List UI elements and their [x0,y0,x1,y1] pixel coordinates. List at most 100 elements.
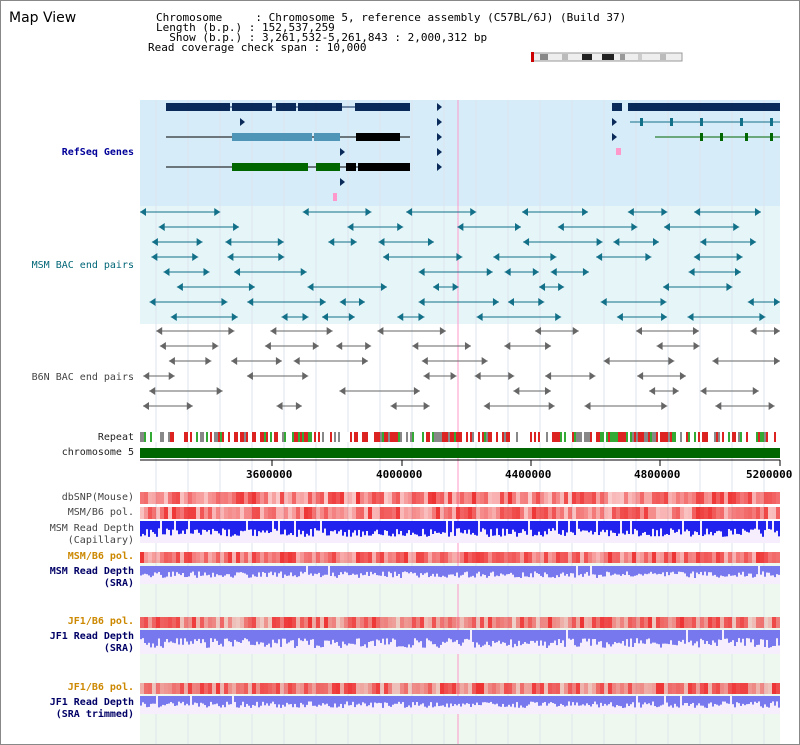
b6n-bac-end [752,387,759,395]
msm-depth-capillary-bar [496,521,498,529]
repeat-segment [536,432,538,442]
jf1-depth-sra-bar [224,630,226,639]
jf1-depth-sra-bar [188,630,190,645]
repeat-segment [648,432,650,442]
repeat-segment [316,432,318,442]
jf1-pol-trim-heat-cell [652,683,656,694]
msm-depth-sra-bar [332,566,334,573]
repeat-segment [384,432,386,442]
jf1-depth-sra-bar [216,630,218,641]
jf1-depth-trimmed-bar [578,696,580,706]
dbsnp-heat-cell [684,492,688,504]
repeat-segment [630,432,632,442]
msm-depth-capillary-bar [668,521,670,535]
jf1-depth-trimmed-bar [742,696,744,704]
jf1-depth-sra-bar [282,630,284,639]
jf1-pol-trim-heat-cell [296,683,300,694]
jf1-depth-trimmed-bar [244,696,246,707]
msm-depth-sra-bar [652,566,654,574]
msm-depth-sra-bar [402,566,404,573]
jf1-pol-trim-heat-cell [752,683,756,694]
jf1-depth-trimmed-bar [562,696,564,706]
msm-depth-capillary-bar [378,521,380,535]
jf1-depth-trimmed-bar [264,696,266,706]
msm-depth-capillary-bar [484,521,486,530]
jf1-depth-trimmed-bar [300,696,302,703]
dbsnp-heat-cell [328,492,332,504]
msm-pol-sra-heat-cell [452,552,456,563]
jf1-depth-sra-bar [604,630,606,648]
refseq-gene-arrow [340,148,345,156]
msm-depth-sra-bar [668,566,670,576]
repeat-segment [544,432,546,442]
jf1-pol-heat-cell [744,617,748,628]
jf1-pol-heat-cell [576,617,580,628]
jf1-depth-trimmed-bar [438,696,440,707]
msm-depth-sra-bar [242,566,244,573]
repeat-segment [364,432,366,442]
msm-bac-end [662,283,669,291]
repeat-segment [734,432,736,442]
jf1-depth-sra-bar [410,630,412,648]
track-label-msm-depth-capillary-sub: (Capillary) [67,535,134,546]
jf1-pol-heat-cell [608,617,612,628]
jf1-depth-trimmed-bar [252,696,254,705]
msm-depth-sra-bar [274,566,276,573]
jf1-pol-heat-cell [700,617,704,628]
refseq-gene-exon [740,118,743,126]
jf1-depth-trimmed-bar [770,696,772,703]
jf1-depth-sra-bar [198,630,200,639]
b6n-bac-end [326,327,333,335]
b6n-bac-end [302,372,309,380]
msm-pol-sra-heat-cell [340,552,344,563]
msm-pol-sra-heat-cell [744,552,748,563]
msm-pol-sra-heat-cell [472,552,476,563]
jf1-pol-trim-heat-cell [336,683,340,694]
jf1-depth-trimmed-bar [206,696,208,708]
jf1-depth-sra-bar [200,630,202,644]
jf1-depth-sra-bar [458,630,460,645]
jf1-depth-sra-bar [672,630,674,645]
b6n-bac-end [712,357,719,365]
msm-pol-sra-heat-cell [448,552,452,563]
jf1-depth-sra-bar [774,630,776,646]
msm-depth-sra-bar [178,566,180,574]
jf1-pol-trim-heat-cell [748,683,752,694]
msm-depth-sra-bar [284,566,286,575]
msm-depth-sra-bar [232,566,234,578]
msm-depth-capillary-bar [702,521,704,537]
jf1-depth-trimmed-bar [684,696,686,704]
repeat-segment [238,432,240,442]
repeat-segment [750,432,752,442]
msm-depth-capillary-bar [544,521,546,532]
msm-depth-sra-bar [420,566,422,574]
jf1-depth-sra-bar [762,630,764,640]
msm-pol-sra-heat-cell [316,552,320,563]
jf1-depth-sra-bar [656,630,658,644]
msm-depth-sra-bar [774,566,776,578]
jf1-depth-trimmed-bar [612,696,614,707]
repeat-segment [730,432,732,442]
dbsnp-heat-cell [740,492,744,504]
jf1-depth-trimmed-bar [304,696,306,708]
msm-depth-sra-bar [634,566,636,576]
jf1-depth-sra-bar [732,630,734,641]
msm-pol-heat-cell [752,507,756,519]
msm-pol-heat-cell [184,507,188,519]
msm-pol-sra-heat-cell [456,552,460,563]
msm-depth-capillary-bar [706,521,708,529]
msm-pol-sra-heat-cell [704,552,708,563]
msm-depth-sra-bar [680,566,682,572]
jf1-depth-sra-bar [532,630,534,641]
jf1-depth-trimmed-bar [364,696,366,704]
jf1-depth-trimmed-bar [668,696,670,707]
jf1-depth-sra-bar [312,630,314,640]
msm-depth-sra-bar [254,566,256,577]
jf1-depth-trimmed-bar [568,696,570,702]
jf1-pol-heat-cell [432,617,436,628]
msm-pol-sra-heat-cell [180,552,184,563]
repeat-segment [674,432,676,442]
jf1-depth-trimmed-bar [586,696,588,704]
b6n-bac-end [584,402,591,410]
